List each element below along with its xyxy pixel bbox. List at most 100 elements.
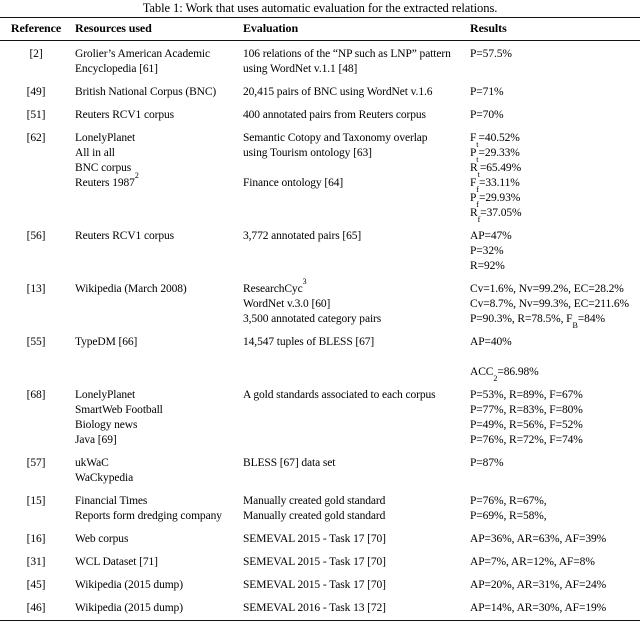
table-row: [31] WCL Dataset [71] SEMEVAL 2015 - Task … bbox=[0, 555, 640, 570]
cell-line: A gold standards associated to each corp… bbox=[243, 389, 436, 401]
table-row: [46] Wikipedia (2015 dump) SEMEVAL 2016 - … bbox=[0, 601, 640, 616]
cell-line: [51] bbox=[26, 109, 46, 121]
cell-line: Finance ontology [64] bbox=[243, 177, 344, 189]
cell-line: Pf=29.93% bbox=[470, 192, 521, 209]
cell-line: using WordNet v.1.1 [48] bbox=[243, 63, 358, 75]
results-cell: AP=7%, AR=12%, AF=8% bbox=[467, 555, 640, 570]
cell-line: Grolier’s American Academic bbox=[75, 48, 211, 60]
table-header-rule bbox=[0, 40, 640, 41]
reference-cell: [2] bbox=[0, 47, 72, 77]
evaluation-cell: Semantic Cotopy and Taxonomy overlap usin… bbox=[240, 131, 467, 221]
cell-line: [45] bbox=[26, 579, 46, 591]
resources-cell: British National Corpus (BNC) bbox=[72, 85, 240, 100]
reference-cell: [46] bbox=[0, 601, 72, 616]
cell-line: [2] bbox=[29, 48, 43, 60]
cell-line: [16] bbox=[26, 533, 46, 545]
reference-cell: [55] bbox=[0, 335, 72, 380]
cell-line: Pt=29.33% bbox=[470, 147, 520, 164]
cell-line: Cv=8.7%, Nv=99.3%, EC=211.6% bbox=[470, 298, 630, 310]
cell-line: Semantic Cotopy and Taxonomy overlap bbox=[243, 132, 428, 144]
cell-line: R=92% bbox=[470, 260, 505, 272]
cell-line: P=76%, R=67%, bbox=[470, 495, 547, 507]
reference-cell: [68] bbox=[0, 388, 72, 448]
cell-line: P=71% bbox=[470, 86, 504, 98]
cell-line: Reuters 19872 bbox=[75, 170, 139, 189]
table-row: [51] Reuters RCV1 corpus 400 annotated pai… bbox=[0, 108, 640, 123]
cell-line: AP=47% bbox=[470, 230, 512, 242]
resources-cell: LonelyPlanet SmartWeb Football Biology new… bbox=[72, 388, 240, 448]
resources-cell: TypeDM [66] bbox=[72, 335, 240, 380]
cell-line: ResearchCyc3 bbox=[243, 276, 307, 295]
cell-line: Manually created gold standard bbox=[243, 495, 386, 507]
cell-line: Biology news bbox=[75, 419, 138, 431]
results-cell: AP=14%, AR=30%, AF=19% bbox=[467, 601, 640, 616]
cell-line: Wikipedia (2015 dump) bbox=[75, 579, 183, 591]
cell-line: Manually created gold standard bbox=[243, 510, 386, 522]
reference-cell: [16] bbox=[0, 532, 72, 547]
cell-line: [15] bbox=[26, 495, 46, 507]
cell-line: P=76%, R=72%, F=74% bbox=[470, 434, 583, 446]
results-cell: Ft=40.52% Pt=29.33% Rt=65.49% Ff=33.11% Pf=2… bbox=[467, 131, 640, 223]
table-row: [45] Wikipedia (2015 dump) SEMEVAL 2015 - … bbox=[0, 578, 640, 593]
cell-line: Ff=33.11% bbox=[470, 177, 520, 194]
cell-line: ACC2=86.98% bbox=[470, 366, 539, 383]
column-header-resources: Resources used bbox=[75, 21, 152, 35]
cell-line: All in all bbox=[75, 147, 115, 159]
cell-line: Ft=40.52% bbox=[470, 132, 520, 149]
cell-line: 20,415 pairs of BNC using WordNet v.1.6 bbox=[243, 86, 433, 98]
cell-line: SEMEVAL 2016 - Task 13 [72] bbox=[243, 602, 386, 614]
resources-cell: Wikipedia (2015 dump) bbox=[72, 601, 240, 616]
results-cell: P=87% bbox=[467, 456, 640, 486]
evaluation-cell: SEMEVAL 2015 - Task 17 [70] bbox=[240, 555, 467, 570]
evaluation-cell: 20,415 pairs of BNC using WordNet v.1.6 bbox=[240, 85, 467, 100]
evaluation-cell: 3,772 annotated pairs [65] bbox=[240, 229, 467, 274]
results-cell: AP=36%, AR=63%, AF=39% bbox=[467, 532, 640, 547]
cell-line: Financial Times bbox=[75, 495, 148, 507]
cell-line: P=90.3%, R=78.5%, FB=84% bbox=[470, 313, 605, 330]
cell-line: [62] bbox=[26, 132, 46, 144]
cell-line: [57] bbox=[26, 457, 46, 469]
cell-line: Web corpus bbox=[75, 533, 129, 545]
cell-line: Java [69] bbox=[75, 434, 117, 446]
cell-line: [55] bbox=[26, 336, 46, 348]
table-row: [62] LonelyPlanet All in all BNC corpus Reut… bbox=[0, 131, 640, 223]
cell-line: AP=36%, AR=63%, AF=39% bbox=[470, 533, 607, 545]
cell-line: BNC corpus bbox=[75, 162, 132, 174]
evaluation-cell: SEMEVAL 2015 - Task 17 [70] bbox=[240, 578, 467, 593]
column-header-evaluation: Evaluation bbox=[243, 21, 299, 35]
cell-line: SEMEVAL 2015 - Task 17 [70] bbox=[243, 533, 386, 545]
table-row: [13] Wikipedia (March 2008) ResearchCyc3 Wo… bbox=[0, 276, 640, 330]
cell-line: Wikipedia (March 2008) bbox=[75, 283, 187, 295]
cell-line: P=87% bbox=[470, 457, 504, 469]
cell-line: 3,772 annotated pairs [65] bbox=[243, 230, 362, 242]
cell-line: WordNet v.3.0 [60] bbox=[243, 298, 331, 310]
evaluation-cell: 106 relations of the “NP such as LNP” pa… bbox=[240, 47, 467, 77]
resources-cell: Financial Times Reports form dredging com… bbox=[72, 494, 240, 524]
cell-line: Reuters RCV1 corpus bbox=[75, 230, 175, 242]
cell-line: [56] bbox=[26, 230, 46, 242]
cell-line: [49] bbox=[26, 86, 46, 98]
table-row: [49] British National Corpus (BNC) 20,415 … bbox=[0, 85, 640, 100]
table-row: [2] Grolier’s American Academic Encycloped… bbox=[0, 47, 640, 77]
table-row: [55] TypeDM [66] 14,547 tuples of BLESS [6… bbox=[0, 335, 640, 383]
cell-line: SEMEVAL 2015 - Task 17 [70] bbox=[243, 579, 386, 591]
cell-line: LonelyPlanet bbox=[75, 132, 136, 144]
evaluation-cell: SEMEVAL 2016 - Task 13 [72] bbox=[240, 601, 467, 616]
results-cell: P=71% bbox=[467, 85, 640, 100]
resources-cell: Reuters RCV1 corpus bbox=[72, 229, 240, 274]
cell-line: WCL Dataset [71] bbox=[75, 556, 158, 568]
cell-line: British National Corpus (BNC) bbox=[75, 86, 217, 98]
table-top-rule bbox=[0, 17, 640, 18]
results-cell: P=76%, R=67%, P=69%, R=58%, bbox=[467, 494, 640, 524]
cell-line: 106 relations of the “NP such as LNP” pa… bbox=[243, 48, 451, 60]
cell-line: AP=40% bbox=[470, 336, 512, 348]
cell-line: BLESS [67] data set bbox=[243, 457, 336, 469]
cell-line: AP=14%, AR=30%, AF=19% bbox=[470, 602, 607, 614]
cell-line: 400 annotated pairs from Reuters corpus bbox=[243, 109, 426, 121]
resources-cell: Web corpus bbox=[72, 532, 240, 547]
cell-line: AP=7%, AR=12%, AF=8% bbox=[470, 556, 595, 568]
resources-cell: Reuters RCV1 corpus bbox=[72, 108, 240, 123]
cell-line: P=70% bbox=[470, 109, 504, 121]
results-cell: P=53%, R=89%, F=67% P=77%, R=83%, F=80% P=… bbox=[467, 388, 640, 448]
